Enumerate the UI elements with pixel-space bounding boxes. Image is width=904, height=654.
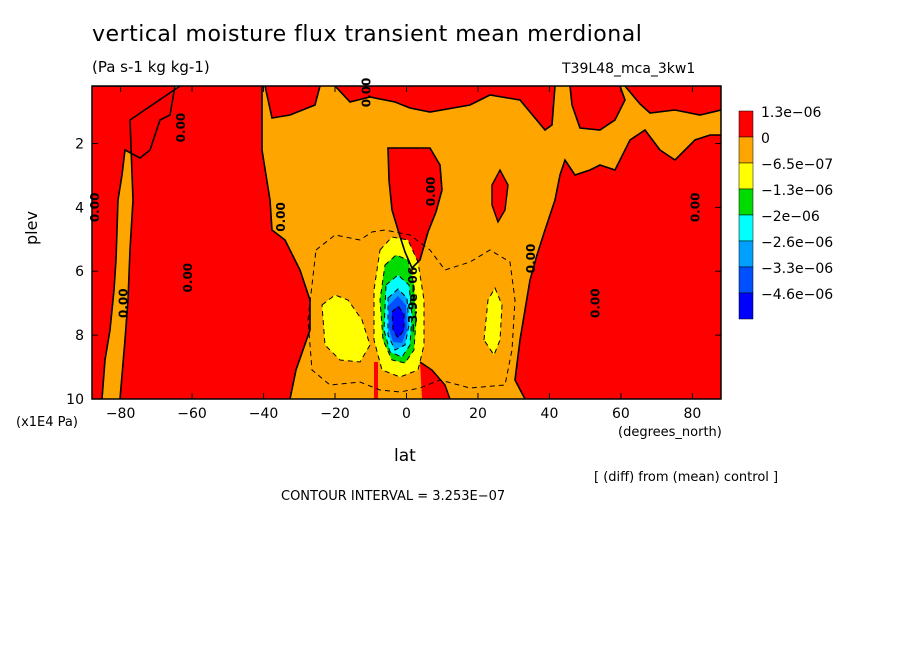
fill-red-south-midlat bbox=[120, 86, 310, 399]
y-tick-label: 8 bbox=[75, 328, 84, 344]
neg-contour-2 bbox=[321, 294, 371, 363]
fill-red-south-polar bbox=[92, 86, 175, 399]
zero-contour-11 bbox=[491, 168, 509, 224]
x-tick-label: 20 bbox=[469, 406, 487, 422]
zero-contour-8 bbox=[624, 86, 721, 116]
x-axis-units: (degrees_north) bbox=[618, 425, 722, 440]
legend-swatch bbox=[738, 110, 754, 138]
y-tick-label: 4 bbox=[75, 200, 84, 216]
zero-contour-12 bbox=[419, 361, 451, 399]
contour-label: 0.00 bbox=[181, 263, 195, 293]
legend-label: −2e−06 bbox=[761, 209, 820, 225]
legend-swatch bbox=[738, 266, 754, 294]
contour-label: 0.00 bbox=[360, 78, 374, 108]
contour-label: 0.00 bbox=[689, 193, 703, 223]
x-tick-label: 80 bbox=[683, 406, 701, 422]
contour-label: 0.00 bbox=[274, 202, 288, 232]
legend-swatch bbox=[738, 240, 754, 268]
zero-contour-7 bbox=[514, 229, 546, 399]
zero-contour-3 bbox=[261, 86, 311, 399]
legend-swatch bbox=[738, 188, 754, 216]
diff-note: [ (diff) from (mean) control ] bbox=[594, 470, 779, 485]
chart-title: vertical moisture flux transient mean me… bbox=[92, 22, 643, 47]
contour-interval: CONTOUR INTERVAL = 3.253E−07 bbox=[281, 489, 506, 504]
fill-yellow-right bbox=[484, 288, 502, 355]
y-tick-label: 2 bbox=[75, 136, 84, 152]
y-axis-units: (x1E4 Pa) bbox=[16, 415, 78, 430]
contour-labels: 0.00 0.00 0.00 0.00 0.00 0.00 0.00 0.00 0.00 0.00… bbox=[88, 78, 702, 334]
legend-label: −4.6e−06 bbox=[761, 287, 833, 303]
fill-red-equatorial bbox=[388, 148, 442, 268]
x-tick-label: −20 bbox=[320, 406, 350, 422]
contour-label: 0.00 bbox=[117, 288, 131, 318]
fill-red-north-spike bbox=[492, 170, 508, 222]
fill-red-bottom-center bbox=[420, 362, 450, 399]
x-tick-label: −60 bbox=[177, 406, 207, 422]
contour-label: −3.9e−06 bbox=[406, 267, 420, 333]
neg-contour-6 bbox=[383, 274, 413, 358]
chart-units: (Pa s-1 kg kg-1) bbox=[92, 58, 210, 76]
contour-label: 0.00 bbox=[524, 244, 538, 274]
zero-contour-5 bbox=[387, 147, 443, 270]
neg-contour-7 bbox=[387, 288, 410, 351]
legend-label: 0 bbox=[761, 131, 770, 147]
zero-contour-2 bbox=[119, 86, 181, 399]
fill-darkblue-core bbox=[392, 306, 404, 338]
contour-label: 0.00 bbox=[88, 193, 102, 223]
fill-red-streak-1 bbox=[374, 362, 378, 399]
fill-red-bottom-left bbox=[92, 330, 102, 399]
fill-red-top-center bbox=[335, 86, 555, 130]
x-tick-label: −80 bbox=[106, 406, 136, 422]
fill-red-north-midlat bbox=[515, 130, 721, 399]
y-tick-label: 6 bbox=[75, 264, 84, 280]
x-tick-label: 0 bbox=[402, 406, 411, 422]
y-tick-label: 10 bbox=[66, 392, 84, 408]
x-axis-label: lat bbox=[394, 446, 416, 466]
fill-red-north-pole-top bbox=[625, 86, 721, 115]
x-tick-label: −40 bbox=[249, 406, 279, 422]
legend-label: −1.3e−06 bbox=[761, 183, 833, 199]
legend-label: −6.5e−07 bbox=[761, 157, 833, 173]
contour-lines bbox=[92, 86, 721, 399]
fill-red-streak-2 bbox=[100, 360, 103, 399]
neg-contour-4 bbox=[373, 236, 425, 378]
run-id: T39L48_mca_3kw1 bbox=[562, 61, 696, 77]
legend-swatch bbox=[738, 292, 754, 320]
fill-red-top-north bbox=[570, 86, 625, 130]
zero-contour-1 bbox=[92, 86, 176, 399]
fill-red-top-south bbox=[265, 86, 320, 118]
legend-label: 1.3e−06 bbox=[761, 105, 822, 121]
zero-contour-10 bbox=[264, 86, 321, 119]
legend-swatch bbox=[738, 136, 754, 164]
neg-contour-3 bbox=[483, 286, 503, 357]
legend-swatch bbox=[738, 162, 754, 190]
contour-label: 0.00 bbox=[174, 113, 188, 143]
x-tick-label: 40 bbox=[541, 406, 559, 422]
legend-swatch bbox=[738, 214, 754, 242]
contour-label: 0.00 bbox=[588, 288, 602, 318]
neg-contour-5 bbox=[379, 254, 417, 364]
contour-label: 0.00 bbox=[424, 177, 438, 207]
zero-contour-9 bbox=[569, 86, 626, 131]
legend-label: −2.6e−06 bbox=[761, 235, 833, 251]
neg-contour-outer bbox=[307, 229, 516, 393]
x-tick-label: 60 bbox=[612, 406, 630, 422]
legend: 1.3e−06 0 −6.5e−07 −1.3e−06 −2e−06 −2.6e−06 −3… bbox=[738, 105, 833, 320]
zero-contour-4 bbox=[334, 86, 556, 132]
zero-contour-6 bbox=[544, 128, 721, 231]
axes: −80 −60 −40 −20 0 20 40 60 80 2 4 6 8 10 bbox=[66, 86, 721, 422]
fill-yellow-left bbox=[322, 295, 370, 362]
legend-label: −3.3e−06 bbox=[761, 261, 833, 277]
